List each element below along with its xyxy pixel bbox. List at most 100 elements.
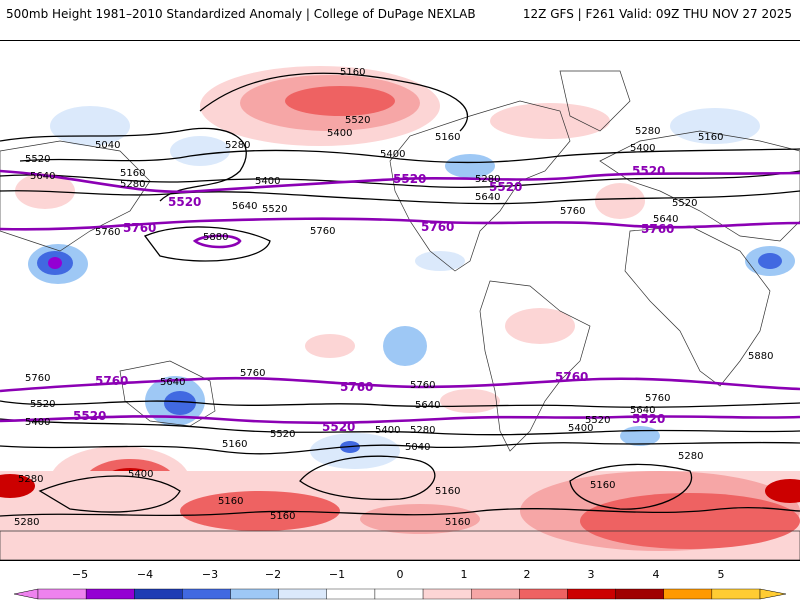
contour-label-5760: 5760 [95, 227, 120, 238]
colorbar-tick-label: −2 [264, 568, 282, 581]
contour-label-5640: 5640 [630, 405, 655, 416]
colorbar-segment [37, 588, 87, 600]
highlight-label-5760: 5760 [95, 374, 128, 388]
contour-label-5400: 5400 [255, 176, 280, 187]
map-title: 500mb Height 1981–2010 Standardized Anom… [6, 7, 476, 21]
highlight-label-5520: 5520 [73, 409, 106, 423]
highlight-label-5760: 5760 [641, 222, 674, 236]
colorbar-tick-label: 5 [717, 568, 725, 581]
contour-label-5760: 5760 [240, 368, 265, 379]
contour-label-5040: 5040 [405, 442, 430, 453]
colorbar-segment [85, 588, 135, 600]
height-contours [0, 72, 800, 517]
colorbar-segment [278, 588, 327, 600]
colorbar-segment [134, 588, 183, 600]
contour-label-5400: 5400 [380, 149, 405, 160]
europe-asia [599, 130, 800, 242]
contour-label-5640: 5640 [415, 400, 440, 411]
colorbar-arrow-low [13, 588, 39, 600]
contour-label-5640: 5640 [30, 171, 55, 182]
highlight-label-5520: 5520 [168, 195, 201, 209]
colorbar-segment [422, 588, 472, 600]
colorbar-tick-label: −1 [328, 568, 346, 581]
highlight-label-5520: 5520 [632, 412, 665, 426]
map-canvas: 5160 5040 5280 5520 5400 5160 5520 5160 … [0, 66, 800, 561]
contour-label-5400: 5400 [568, 423, 593, 434]
contour-label-5760: 5760 [560, 206, 585, 217]
contour-label-5520: 5520 [345, 115, 370, 126]
contour-label-5160: 5160 [435, 132, 460, 143]
africa [624, 225, 771, 387]
contour-label-5760: 5760 [645, 393, 670, 404]
contour-label-5640: 5640 [232, 201, 257, 212]
colorbar-segment [615, 588, 664, 600]
highlight-label-5520: 5520 [632, 164, 665, 178]
contour-label-5280: 5280 [14, 517, 39, 528]
contour-label-5280: 5280 [635, 126, 660, 137]
contour-label-5520: 5520 [672, 198, 697, 209]
colorbar-tick-label: −4 [136, 568, 154, 581]
greenland [559, 70, 631, 132]
contour-label-5640: 5640 [160, 377, 185, 388]
contour-label-5400: 5400 [327, 128, 352, 139]
colorbar-tick-label: 0 [396, 568, 404, 581]
colorbar-segment [471, 588, 520, 600]
contour-label-5280: 5280 [678, 451, 703, 462]
contour-label-5160: 5160 [435, 486, 460, 497]
colorbar-tick-label: 4 [652, 568, 660, 581]
colorbar-tick-label: −3 [201, 568, 219, 581]
antarctica [0, 530, 800, 561]
colorbar-tick-label: −5 [71, 568, 89, 581]
contour-label-5520: 5520 [585, 415, 610, 426]
contour-label-5160: 5160 [698, 132, 723, 143]
contour-label-5160: 5160 [270, 511, 295, 522]
contour-label-5160: 5160 [218, 496, 243, 507]
highlight-label-5520: 5520 [322, 420, 355, 434]
contour-label-5640: 5640 [475, 192, 500, 203]
map-header: 500mb Height 1981–2010 Standardized Anom… [0, 0, 800, 30]
highlight-label-5760: 5760 [123, 221, 156, 235]
contour-label-5760: 5760 [310, 226, 335, 237]
colorbar-segment [182, 588, 231, 600]
colorbar-tick-label: 1 [460, 568, 468, 581]
colorbar: −5 −4 −3 −2 −1 0 1 2 3 4 5 [0, 568, 800, 600]
contour-label-5160: 5160 [120, 168, 145, 179]
contour-label-5280: 5280 [225, 140, 250, 151]
contour-label-5520: 5520 [25, 154, 50, 165]
colorbar-segment [567, 588, 616, 600]
colorbar-segment [711, 588, 761, 600]
north-america [389, 100, 571, 272]
contour-label-5400: 5400 [25, 417, 50, 428]
contour-label-5280: 5280 [120, 179, 145, 190]
highlight-label-5520: 5520 [489, 180, 522, 194]
contour-label-5280: 5280 [475, 174, 500, 185]
colorbar-segment [326, 588, 376, 600]
contour-label-5040: 5040 [95, 140, 120, 151]
colorbar-bar [13, 588, 787, 600]
colorbar-tick-label: 2 [523, 568, 531, 581]
highlight-label-5520: 5520 [393, 172, 426, 186]
contour-label-5400: 5400 [375, 425, 400, 436]
colorbar-arrow-high [759, 588, 787, 600]
colorbar-segment [663, 588, 713, 600]
contour-label-5760: 5760 [410, 380, 435, 391]
contour-label-5880: 5880 [748, 351, 773, 362]
highlight-contours [0, 169, 800, 425]
contour-label-5400: 5400 [630, 143, 655, 154]
contour-label-5760: 5760 [25, 373, 50, 384]
highlight-label-5760: 5760 [555, 370, 588, 384]
contour-label-5880: 5880 [203, 232, 228, 243]
highlight-label-5760: 5760 [340, 380, 373, 394]
anomaly-map: 5160 5040 5280 5520 5400 5160 5520 5160 … [0, 40, 800, 561]
colorbar-tick-label: 3 [587, 568, 595, 581]
asia-west [0, 140, 151, 252]
contour-label-5160: 5160 [445, 517, 470, 528]
colorbar-segment [519, 588, 568, 600]
run-info: 12Z GFS | F261 Valid: 09Z THU NOV 27 202… [522, 7, 792, 21]
anomaly-shading [0, 66, 800, 560]
contour-label-5520: 5520 [30, 399, 55, 410]
contour-label-5640: 5640 [653, 214, 678, 225]
colorbar-segment [230, 588, 279, 600]
contour-label-5160: 5160 [590, 480, 615, 491]
contour-label-5280: 5280 [18, 474, 43, 485]
